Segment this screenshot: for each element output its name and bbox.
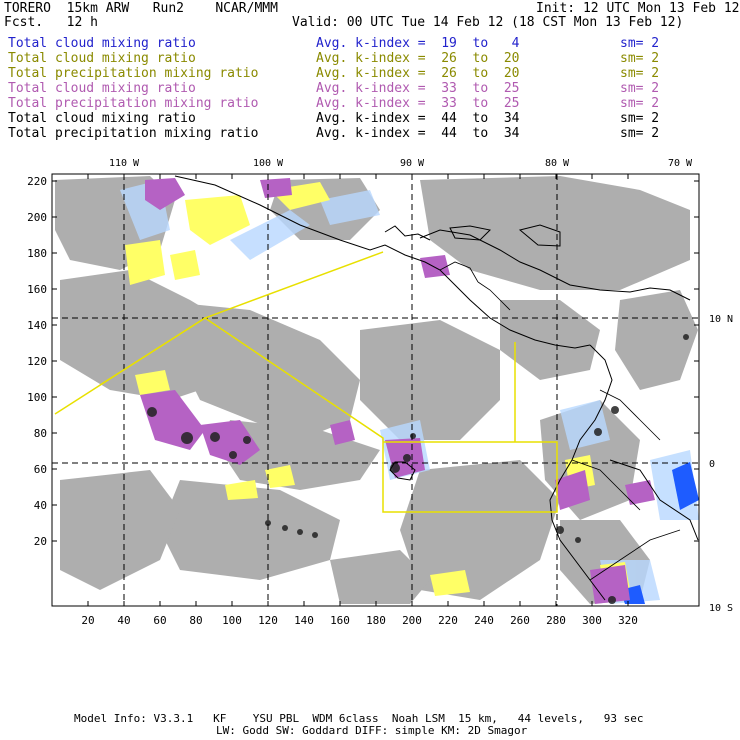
y-tick-label: 60 — [34, 463, 47, 476]
legend-name: Total cloud mixing ratio — [8, 81, 196, 96]
x-tick-label: 160 — [330, 614, 350, 627]
lat-lon-grid — [52, 174, 699, 606]
y-tick-label: 160 — [27, 283, 47, 296]
y-tick-label: 140 — [27, 319, 47, 332]
x-tick-label: 140 — [294, 614, 314, 627]
physics-info: LW: Godd SW: Goddard DIFF: simple KM: 2D… — [216, 724, 528, 737]
lon-label: 80 W — [545, 158, 570, 169]
y-tick-label: 80 — [34, 427, 47, 440]
forecast-hour: Fcst. 12 h — [4, 15, 98, 30]
legend-name: Total precipitation mixing ratio — [8, 96, 259, 111]
legend-name: Total cloud mixing ratio — [8, 51, 196, 66]
legend-sm: sm= 2 — [620, 96, 660, 111]
legend-range: Avg. k-index = 33 to 25 — [316, 81, 520, 96]
y-tick-label: 100 — [27, 391, 47, 404]
legend-range: Avg. k-index = 44 to 34 — [316, 111, 520, 126]
y-tick-label: 180 — [27, 247, 47, 260]
model-info: Model Info: V3.3.1 KF YSU PBL WDM 6class… — [74, 712, 644, 725]
y-tick-label: 220 — [27, 175, 47, 188]
x-tick-label: 300 — [582, 614, 602, 627]
legend-name: Total cloud mixing ratio — [8, 36, 196, 51]
map-plot-area — [52, 174, 699, 606]
legend-name: Total precipitation mixing ratio — [8, 66, 259, 81]
legend-range: Avg. k-index = 26 to 20 — [316, 66, 520, 81]
legend-name: Total cloud mixing ratio — [8, 111, 196, 126]
lon-label: 110 W — [109, 158, 140, 169]
x-tick-label: 280 — [546, 614, 566, 627]
x-tick-label: 80 — [189, 614, 202, 627]
x-tick-label: 100 — [222, 614, 242, 627]
y-tick-label: 20 — [34, 535, 47, 548]
legend-range: Avg. k-index = 33 to 25 — [316, 96, 520, 111]
lat-label: 0 — [709, 459, 715, 470]
lon-label: 90 W — [400, 158, 425, 169]
x-tick-label: 20 — [81, 614, 94, 627]
legend-range: Avg. k-index = 19 to 4 — [316, 36, 520, 51]
x-tick-label: 200 — [402, 614, 422, 627]
country-borders — [439, 261, 681, 581]
legend-name: Total precipitation mixing ratio — [8, 126, 259, 141]
legend-sm: sm= 2 — [620, 66, 660, 81]
y-tick-label: 200 — [27, 211, 47, 224]
lat-label: 10 N — [709, 314, 733, 325]
lon-label: 70 W — [668, 158, 693, 169]
legend-sm: sm= 2 — [620, 81, 660, 96]
x-tick-label: 320 — [618, 614, 638, 627]
x-tick-label: 220 — [438, 614, 458, 627]
y-tick-label: 120 — [27, 355, 47, 368]
x-tick-label: 180 — [366, 614, 386, 627]
legend-sm: sm= 2 — [620, 126, 660, 141]
legend-range: Avg. k-index = 26 to 20 — [316, 51, 520, 66]
x-tick-label: 260 — [510, 614, 530, 627]
cloud-field-black — [147, 334, 689, 604]
x-tick-label: 40 — [117, 614, 130, 627]
legend-range: Avg. k-index = 44 to 34 — [316, 126, 520, 141]
x-tick-label: 120 — [258, 614, 278, 627]
y-tick-label: 40 — [34, 499, 47, 512]
legend-sm: sm= 2 — [620, 36, 660, 51]
lat-label: 10 S — [709, 603, 733, 614]
valid-time: Valid: 00 UTC Tue 14 Feb 12 (18 CST Mon … — [292, 15, 684, 30]
flight-track — [54, 251, 558, 513]
x-tick-label: 60 — [153, 614, 166, 627]
lon-label: 100 W — [253, 158, 284, 169]
cloud-field-lightblue — [120, 180, 699, 604]
legend-sm: sm= 2 — [620, 111, 660, 126]
run-title: TORERO 15km ARW Run2 NCAR/MMM — [4, 1, 278, 16]
legend-sm: sm= 2 — [620, 51, 660, 66]
axis-labels: 110 W 100 W 90 W 80 W 70 W 10 N 0 10 S 20 40 60 80 1… — [27, 158, 733, 627]
coastlines — [174, 175, 699, 601]
init-time: Init: 12 UTC Mon 13 Feb 12 — [536, 1, 740, 16]
x-tick-label: 240 — [474, 614, 494, 627]
axis-ticks — [52, 174, 699, 606]
